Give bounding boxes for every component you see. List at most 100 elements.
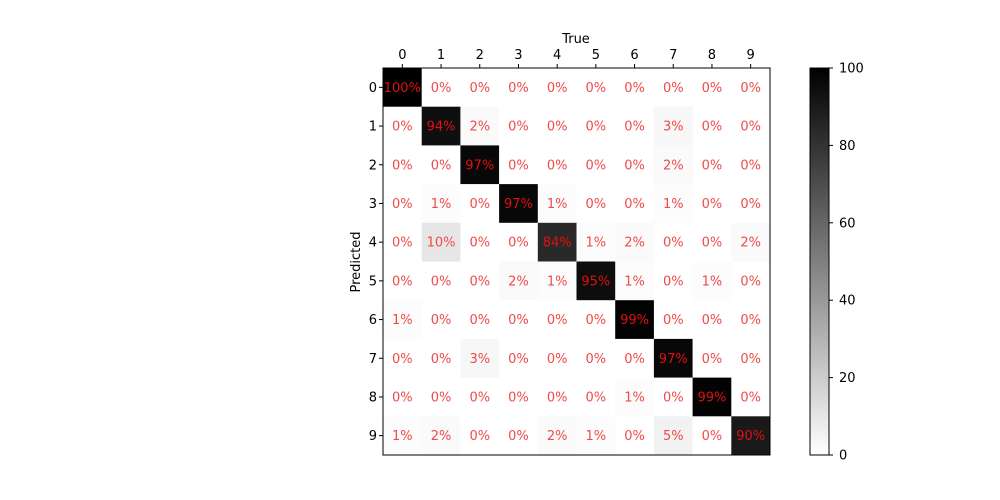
heatmap-cell xyxy=(653,106,693,146)
y-tick-label: 2 xyxy=(369,158,377,173)
cell-value-label: 0% xyxy=(469,390,490,405)
cell-value-label: 99% xyxy=(697,390,726,405)
heatmap-cell xyxy=(537,106,577,146)
colorbar-tick-label: 80 xyxy=(839,139,856,154)
heatmap-cell xyxy=(460,68,500,107)
heatmap-cell xyxy=(692,416,732,456)
heatmap-cell xyxy=(537,184,577,224)
heatmap-cell xyxy=(383,184,422,224)
cell-value-label: 0% xyxy=(702,81,723,96)
cell-value-label: 1% xyxy=(624,274,645,289)
heatmap-cell xyxy=(537,68,577,107)
heatmap-cell xyxy=(421,416,461,456)
heatmap-cell xyxy=(460,300,500,340)
heatmap-cell xyxy=(731,145,771,185)
cell-value-label: 0% xyxy=(431,274,452,289)
cell-value-label: 95% xyxy=(581,274,610,289)
cell-value-label: 0% xyxy=(702,352,723,367)
heatmap-cell xyxy=(537,145,577,185)
heatmap-cell xyxy=(383,222,422,262)
cell-value-label: 0% xyxy=(702,120,723,135)
cell-value-label: 2% xyxy=(469,120,490,135)
heatmap-cell xyxy=(383,261,422,301)
y-tick-label: 8 xyxy=(369,390,377,405)
heatmap-cell xyxy=(692,300,732,340)
heatmap-cell xyxy=(537,377,577,417)
heatmap-cell xyxy=(615,416,655,456)
cell-value-label: 0% xyxy=(702,236,723,251)
cell-value-label: 0% xyxy=(469,429,490,444)
cell-value-label: 0% xyxy=(663,390,684,405)
heatmap-cell xyxy=(653,416,693,456)
heatmap-cell xyxy=(460,222,500,262)
heatmap-cell xyxy=(499,261,539,301)
heatmap-cell xyxy=(615,261,655,301)
cell-value-label: 0% xyxy=(547,120,568,135)
cell-value-label: 0% xyxy=(702,429,723,444)
heatmap-cell xyxy=(421,300,461,340)
cell-value-label: 0% xyxy=(392,274,413,289)
heatmap-cell xyxy=(653,222,693,262)
cell-value-label: 0% xyxy=(586,197,607,212)
heatmap-cell xyxy=(653,68,693,107)
cell-value-label: 84% xyxy=(543,236,572,251)
heatmap-cell xyxy=(499,68,539,107)
heatmap-cell xyxy=(692,184,732,224)
cell-value-label: 1% xyxy=(586,236,607,251)
cell-value-label: 1% xyxy=(663,197,684,212)
heatmap-cell xyxy=(692,222,732,262)
y-tick-label: 3 xyxy=(369,197,377,212)
heatmap-cell xyxy=(731,338,771,378)
y-axis-label: Predicted xyxy=(349,231,364,292)
cell-value-label: 0% xyxy=(431,313,452,328)
cell-value-label: 2% xyxy=(431,429,452,444)
cell-value-label: 97% xyxy=(659,352,688,367)
heatmap-cell xyxy=(460,416,500,456)
colorbar-tick-label: 100 xyxy=(839,62,864,77)
cell-value-label: 0% xyxy=(547,158,568,173)
x-tick-label: 3 xyxy=(514,48,522,63)
cell-value-label: 0% xyxy=(547,81,568,96)
heatmap-cell xyxy=(537,222,577,262)
heatmap-cell xyxy=(615,145,655,185)
cell-value-label: 0% xyxy=(392,236,413,251)
heatmap-cell xyxy=(383,106,422,146)
heatmap-cell xyxy=(576,222,616,262)
cell-value-label: 0% xyxy=(392,197,413,212)
cell-value-label: 5% xyxy=(663,429,684,444)
heatmap-cell xyxy=(421,222,461,262)
cell-value-label: 0% xyxy=(740,390,761,405)
cell-value-label: 3% xyxy=(469,352,490,367)
heatmap-cell xyxy=(692,377,732,417)
heatmap-cell xyxy=(537,300,577,340)
cell-value-label: 0% xyxy=(508,429,529,444)
heatmap-cell xyxy=(421,338,461,378)
cell-value-label: 0% xyxy=(663,236,684,251)
cell-value-label: 1% xyxy=(392,429,413,444)
heatmap-cell xyxy=(421,261,461,301)
y-tick-label: 1 xyxy=(369,120,377,135)
cell-value-label: 1% xyxy=(392,313,413,328)
heatmap-cell-labels: 100% 0% 0% 0% 0% 0% 0% 0% 0% 0% 0% 94% 2% 0% 0% 0% 0% 3% 0… xyxy=(384,81,765,444)
cell-value-label: 2% xyxy=(624,236,645,251)
y-tick-label: 5 xyxy=(369,274,377,289)
heatmap-cell xyxy=(731,106,771,146)
y-tick-label: 6 xyxy=(369,313,377,328)
cell-value-label: 0% xyxy=(624,158,645,173)
heatmap-cell xyxy=(537,416,577,456)
heatmap-cell xyxy=(499,222,539,262)
cell-value-label: 0% xyxy=(431,81,452,96)
cell-value-label: 2% xyxy=(508,274,529,289)
cell-value-label: 0% xyxy=(469,197,490,212)
colorbar-tick-label: 20 xyxy=(839,371,856,386)
cell-value-label: 0% xyxy=(702,197,723,212)
x-tick-label: 4 xyxy=(553,48,561,63)
cell-value-label: 0% xyxy=(663,274,684,289)
cell-value-label: 0% xyxy=(740,120,761,135)
cell-value-label: 99% xyxy=(620,313,649,328)
heatmap-cell xyxy=(615,68,655,107)
x-axis-ticks: 0 1 2 3 4 5 6 7 8 9 xyxy=(398,48,755,68)
heatmap-cell xyxy=(576,106,616,146)
cell-value-label: 0% xyxy=(547,313,568,328)
y-tick-label: 7 xyxy=(369,352,377,367)
